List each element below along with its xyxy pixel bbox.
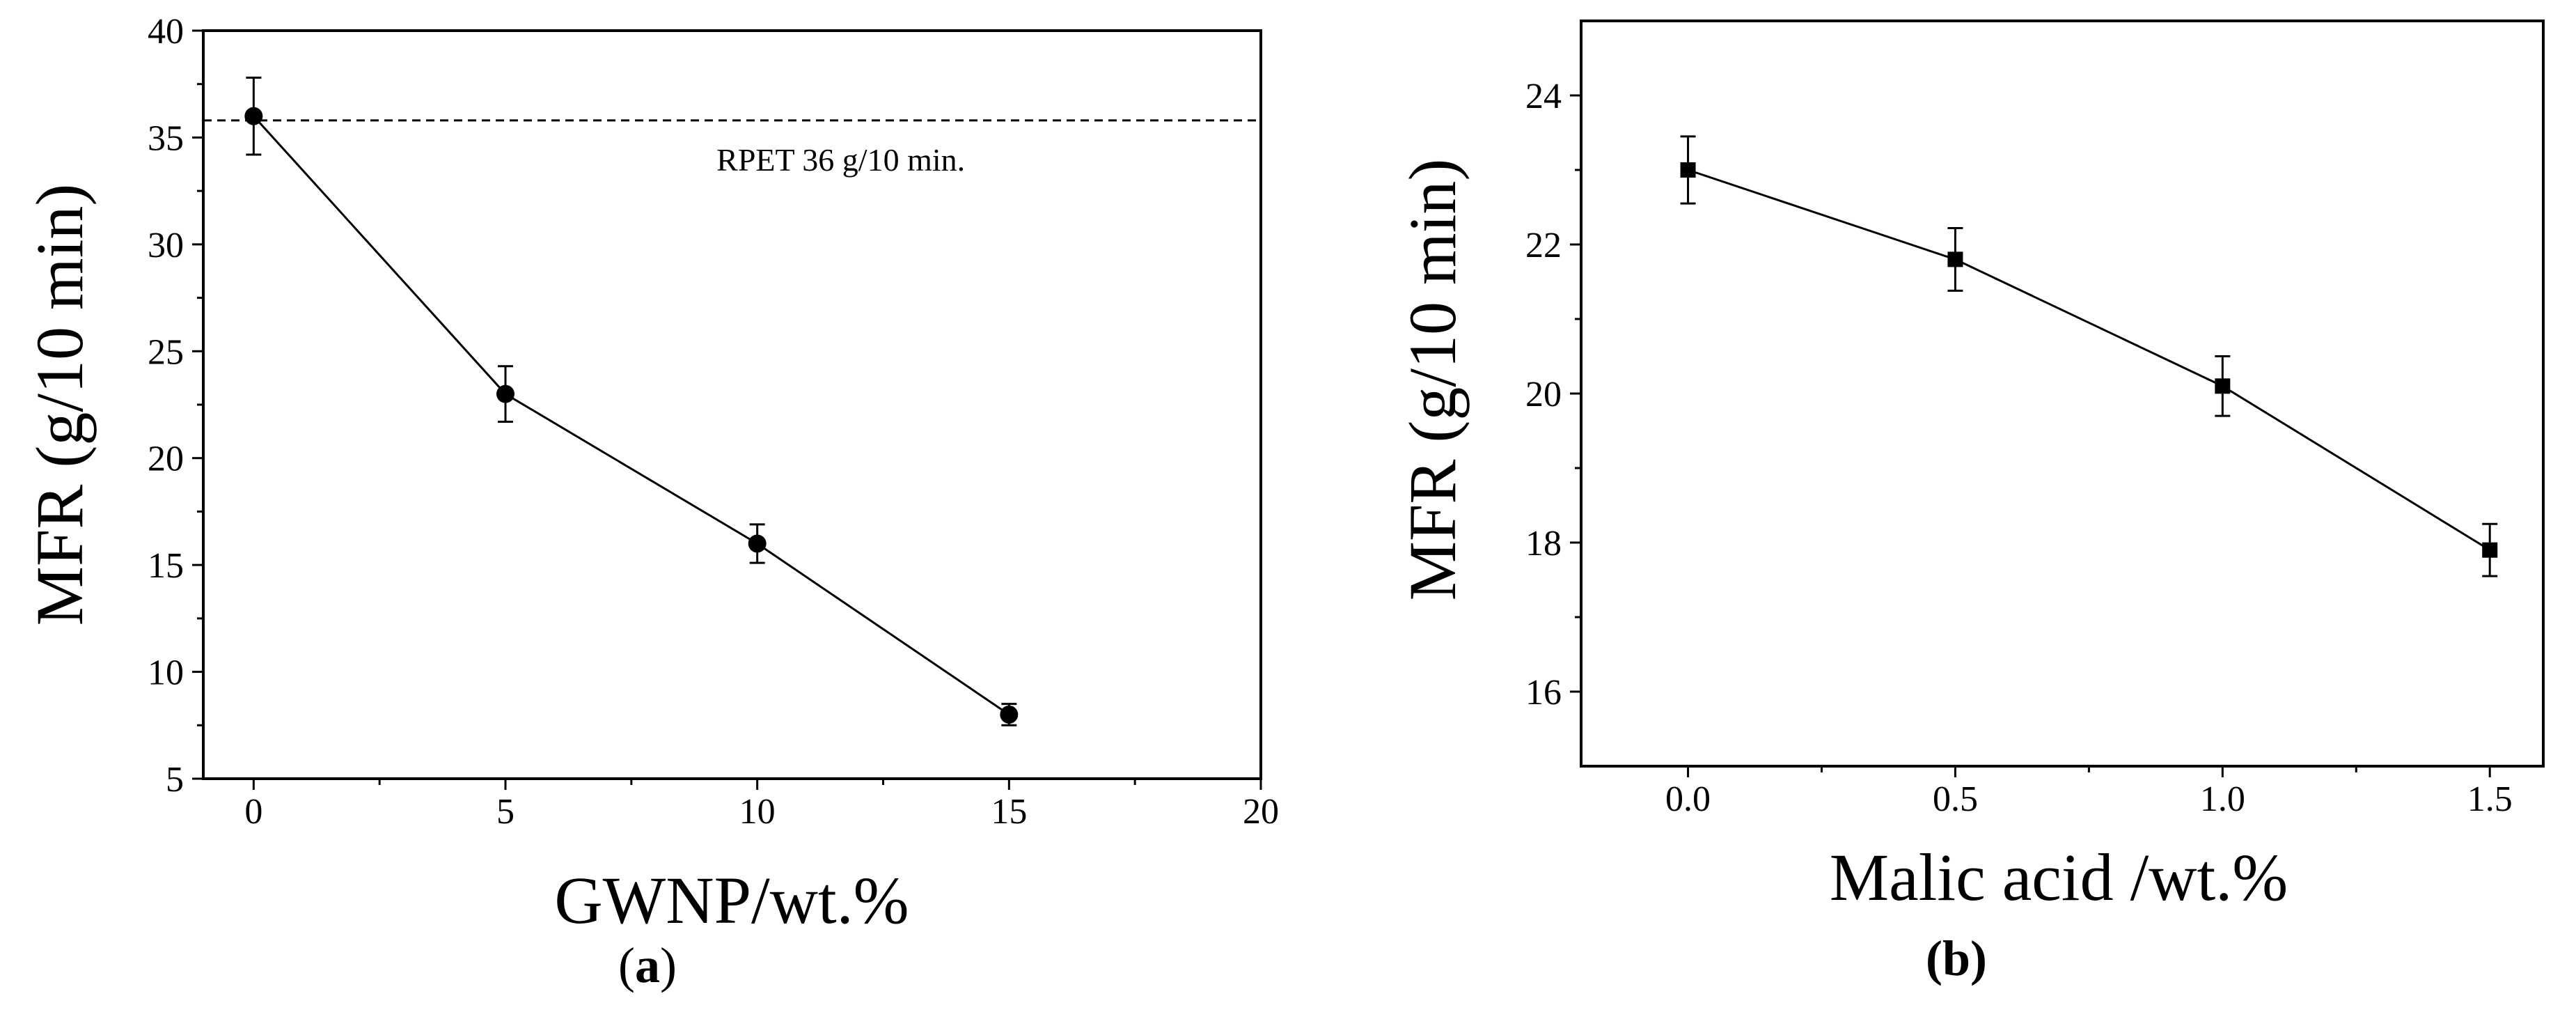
y-tick-label: 15 [148,546,184,586]
y-tick-label: 40 [148,12,184,52]
y-tick-label: 25 [148,332,184,372]
x-tick-label: 0.0 [1665,779,1711,819]
data-point [748,534,767,553]
data-point [244,107,263,125]
data-point [2482,542,2498,558]
plot-frame-b [1580,20,2545,768]
caption-letter-b: b [1942,931,1970,986]
x-tick-label: 5 [496,792,515,832]
y-tick-label: 18 [1525,524,1562,563]
series-line [1688,169,2491,551]
x-tick-label: 0 [244,792,262,832]
data-point [1947,251,1963,267]
y-tick-label: 35 [148,118,184,158]
y-tick-label: 20 [148,440,184,479]
panel-caption-b: (b) [1926,931,1987,986]
y-tick-label: 5 [166,760,184,800]
axes-ticks-a: 0 5 10 15 20 5 10 15 20 25 30 35 40 [148,12,1279,832]
y-tick-label: 20 [1525,375,1562,414]
x-tick-label: 10 [739,792,776,832]
panel-caption-a: (a) [618,938,677,993]
panel-a: 0 5 10 15 20 5 10 15 20 25 30 35 40 RPET 36 g/10 min… [22,12,1279,993]
y-tick-label: 24 [1525,77,1562,116]
data-point [1680,162,1696,178]
x-axis-label-a: GWNP/wt.% [554,863,909,938]
caption-letter-a: a [635,938,660,993]
y-axis-label-a: MFR (g/10 min) [22,184,97,626]
x-tick-label: 20 [1243,792,1279,832]
y-tick-label: 30 [148,226,184,265]
y-axis-label-b: MFR (g/10 min) [1395,159,1470,601]
reference-line-label: RPET 36 g/10 min. [716,142,965,178]
data-point [1000,705,1019,724]
y-tick-label: 22 [1525,226,1562,265]
caption-close-paren-a: ) [660,938,677,993]
data-point [496,384,515,403]
axes-ticks-b: 0.0 0.5 1.0 1.5 16 18 20 22 24 [1525,77,2513,819]
series-marks-a [244,77,1019,726]
x-axis-label-b: Malic acid /wt.% [1830,840,2288,915]
series-marks-b [1680,135,2498,577]
caption-open-paren-a: ( [618,938,635,993]
y-tick-label: 10 [148,653,184,693]
y-tick-label: 16 [1525,673,1562,713]
data-point [2215,378,2231,394]
x-tick-label: 15 [991,792,1027,832]
x-tick-label: 1.5 [2467,779,2513,819]
x-tick-label: 1.0 [2200,779,2245,819]
series-line [253,115,1010,716]
caption-open-paren-b: ( [1926,931,1942,986]
x-tick-label: 0.5 [1933,779,1978,819]
caption-close-paren-b: ) [1970,931,1987,986]
